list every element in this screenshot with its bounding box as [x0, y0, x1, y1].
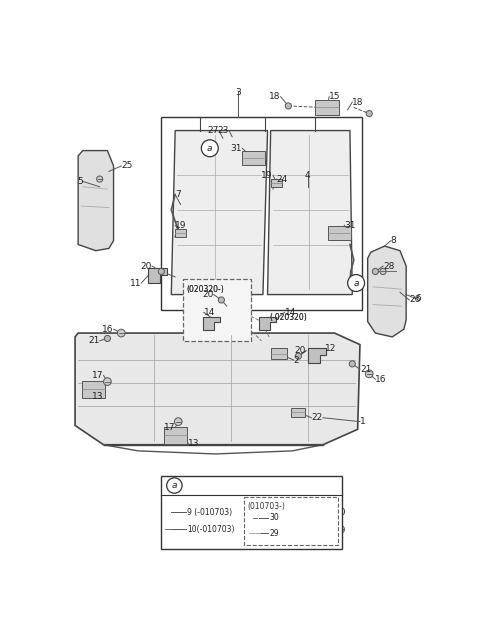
Text: a: a [172, 481, 177, 490]
Text: 3: 3 [235, 88, 241, 96]
Text: 14: 14 [204, 308, 215, 317]
Circle shape [158, 269, 164, 275]
Text: 25: 25 [121, 162, 132, 170]
Text: 14: 14 [285, 308, 296, 317]
Text: 21: 21 [88, 336, 100, 346]
Text: 20: 20 [202, 290, 214, 299]
Bar [161, 118, 361, 310]
Text: (-020320): (-020320) [269, 313, 307, 322]
Circle shape [218, 297, 225, 303]
Circle shape [174, 418, 182, 426]
Text: 30: 30 [269, 513, 279, 522]
Text: (-020320): (-020320) [269, 313, 307, 322]
Circle shape [285, 103, 291, 109]
Text: 12: 12 [324, 344, 336, 353]
Text: 31: 31 [345, 221, 356, 230]
Text: 16: 16 [102, 325, 114, 334]
Text: 22: 22 [312, 413, 323, 423]
Text: 29: 29 [335, 526, 346, 535]
Circle shape [104, 336, 110, 342]
Text: a: a [353, 279, 359, 287]
Circle shape [164, 510, 170, 516]
Text: 15: 15 [329, 92, 341, 101]
Circle shape [96, 176, 103, 182]
Polygon shape [267, 131, 352, 295]
Text: (010703-): (010703-) [248, 503, 286, 511]
Circle shape [380, 269, 386, 275]
Text: 19: 19 [262, 171, 273, 180]
Bar [242, 151, 265, 165]
Text: 18: 18 [352, 98, 364, 106]
Bar [175, 229, 186, 237]
Text: 2: 2 [294, 356, 300, 364]
Circle shape [372, 269, 378, 275]
Bar [314, 100, 339, 115]
Bar [271, 349, 287, 359]
Bar [249, 530, 262, 536]
Text: a: a [207, 144, 213, 153]
Polygon shape [203, 317, 220, 330]
Text: 7: 7 [175, 190, 181, 199]
Circle shape [201, 140, 218, 156]
Text: 30: 30 [335, 508, 346, 517]
Bar [161, 476, 342, 550]
Polygon shape [75, 333, 360, 444]
Polygon shape [171, 131, 267, 295]
Bar [82, 381, 105, 398]
Text: 17: 17 [164, 423, 175, 433]
Text: 21: 21 [360, 365, 372, 374]
Text: 11: 11 [130, 279, 141, 287]
Text: 20: 20 [141, 262, 152, 270]
Text: (020320-): (020320-) [186, 285, 224, 294]
Circle shape [164, 526, 170, 533]
Text: 1: 1 [360, 417, 366, 426]
Circle shape [348, 275, 365, 292]
Circle shape [295, 353, 301, 359]
Text: 5: 5 [77, 177, 83, 186]
Polygon shape [259, 317, 276, 330]
Text: 23: 23 [218, 126, 229, 135]
Bar [164, 427, 187, 444]
Bar [328, 226, 351, 240]
Text: 28: 28 [383, 262, 395, 270]
Text: 4: 4 [305, 171, 311, 180]
Text: 26: 26 [409, 295, 420, 304]
Text: 27: 27 [208, 126, 219, 135]
Text: 16: 16 [375, 375, 387, 384]
Polygon shape [148, 268, 167, 283]
Text: 6: 6 [415, 294, 421, 303]
Text: 31: 31 [231, 144, 242, 153]
FancyBboxPatch shape [183, 279, 251, 341]
Text: 18: 18 [269, 92, 281, 101]
Circle shape [252, 515, 258, 521]
Circle shape [118, 329, 125, 337]
Text: 29: 29 [269, 529, 279, 538]
Circle shape [104, 377, 111, 386]
Text: 20: 20 [295, 346, 306, 356]
Text: 8: 8 [391, 236, 396, 245]
Text: 17: 17 [92, 371, 104, 380]
Polygon shape [368, 246, 406, 337]
Text: 19: 19 [175, 221, 187, 230]
Bar [271, 179, 282, 187]
Circle shape [365, 370, 373, 377]
Bar [291, 408, 305, 417]
Circle shape [167, 478, 182, 493]
Text: 13: 13 [92, 393, 104, 401]
Text: (020320-): (020320-) [186, 285, 224, 294]
Circle shape [366, 111, 372, 116]
Polygon shape [308, 348, 326, 363]
Text: 9 (-010703): 9 (-010703) [188, 508, 233, 517]
Text: 10(-010703): 10(-010703) [188, 525, 235, 534]
Circle shape [349, 361, 355, 367]
Text: 24: 24 [277, 175, 288, 183]
Polygon shape [78, 151, 114, 250]
Text: 13: 13 [188, 439, 200, 448]
